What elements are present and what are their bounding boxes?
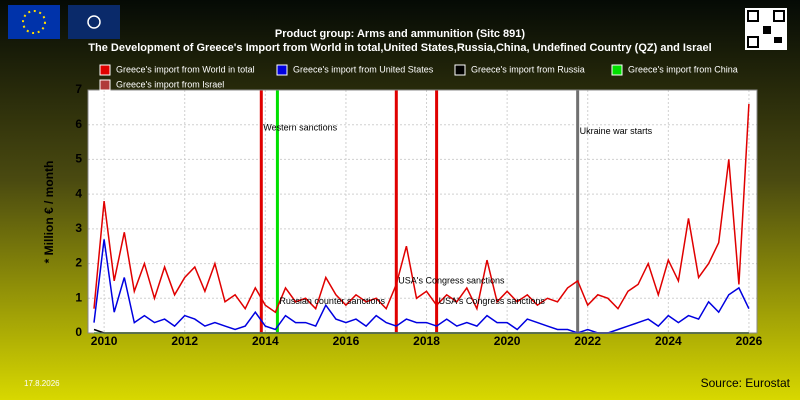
nato-flag <box>68 5 120 39</box>
series-line <box>93 103 750 314</box>
qr-mark <box>774 37 782 43</box>
source: Source: Eurostat <box>701 376 791 390</box>
date: 17.8.2026 <box>24 379 60 388</box>
legend-label: Greece's import from China <box>628 64 738 74</box>
plot-area <box>88 90 757 333</box>
y-tick-label: 0 <box>75 325 82 339</box>
x-tick-label: 2022 <box>574 334 601 348</box>
y-tick-label: 7 <box>75 82 82 96</box>
nato-emblem <box>87 15 101 29</box>
x-tick-label: 2020 <box>494 334 521 348</box>
qr-mark <box>773 10 785 22</box>
legend-label: Greece's import from Israel <box>116 79 224 89</box>
x-tick-label: 2012 <box>171 334 198 348</box>
event-label: USA's Congress sanctions <box>439 296 546 306</box>
event-label: Ukraine war starts <box>580 126 653 136</box>
y-tick-label: 3 <box>75 221 82 235</box>
eu-stars <box>22 10 46 34</box>
legend-swatch <box>611 64 623 76</box>
legend-swatch <box>99 79 111 91</box>
qr-mark <box>747 36 759 48</box>
x-tick-label: 2018 <box>413 334 440 348</box>
x-tick-label: 2026 <box>736 334 763 348</box>
x-tick-label: 2014 <box>252 334 279 348</box>
y-tick-label: 6 <box>75 117 82 131</box>
x-tick-label: 2024 <box>655 334 682 348</box>
event-label: Russian counter sanctions <box>279 296 385 306</box>
chart-subtitle: The Development of Greece's Import from … <box>88 42 711 54</box>
qr-mark <box>763 26 771 34</box>
series-line <box>93 239 750 334</box>
y-tick-label: 4 <box>75 186 82 200</box>
legend-swatch <box>99 64 111 76</box>
legend-swatch <box>276 64 288 76</box>
legend-label: Greece's import from United States <box>293 64 434 74</box>
x-tick-label: 2010 <box>91 334 118 348</box>
y-tick-label: 5 <box>75 152 82 166</box>
event-label: Western sanctions <box>263 123 337 133</box>
plot-border <box>87 89 758 334</box>
legend-label: Greece's import from World in total <box>116 64 255 74</box>
event-label: USA's Congress sanctions <box>398 275 505 285</box>
qr-mark <box>747 10 759 22</box>
x-tick-label: 2016 <box>333 334 360 348</box>
y-axis-label: * Million € / month <box>42 161 56 264</box>
y-tick-label: 1 <box>75 290 82 304</box>
y-tick-label: 2 <box>75 256 82 270</box>
legend-label: Greece's import from Russia <box>471 64 585 74</box>
legend-swatch <box>454 64 466 76</box>
chart-title: Product group: Arms and ammunition (Sitc… <box>275 28 526 40</box>
